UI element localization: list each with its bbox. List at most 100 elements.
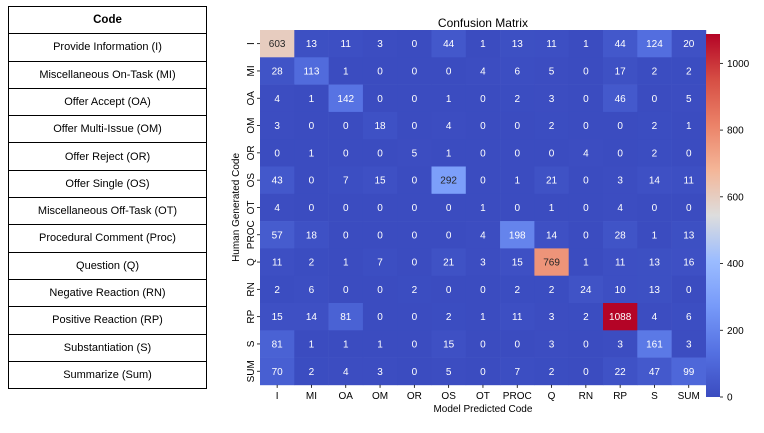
heatmap-cell [294,248,329,276]
cell-value-label: 2 [583,312,589,323]
cell-value-label: 0 [686,203,692,214]
cell-value-label: 81 [272,339,284,350]
cell-value-label: 113 [303,66,319,77]
code-table-row: Miscellaneous Off-Task (OT) [8,197,207,226]
heatmap-cell [671,357,707,386]
heatmap-cell [534,303,569,331]
cell-value-label: 0 [514,148,520,159]
heatmap-cell [397,84,432,113]
heatmap-cell [500,111,535,140]
cell-value-label: 2 [652,148,658,159]
cell-value-label: 14 [546,230,558,241]
cell-value-label: 46 [615,94,627,105]
heatmap-cell [568,193,604,222]
heatmap-cell [568,330,604,358]
x-tick-label: PROC [503,391,532,402]
cell-value-label: 6 [686,312,692,323]
cell-value-label: 11 [272,258,283,269]
cell-value-label: 21 [443,258,455,269]
heatmap-cell [671,57,707,85]
heatmap-cell [397,30,432,58]
heatmap-cell [534,221,569,249]
cell-value-label: 20 [683,39,695,50]
cell-value-label: 0 [343,285,349,296]
cell-value-label: 2 [412,285,418,296]
code-table-row: Procedural Comment (Proc) [8,224,207,253]
heatmap-cell [568,111,604,140]
heatmap-cell [294,275,329,304]
heatmap-cell [362,111,398,140]
cell-value-label: 11 [546,39,557,50]
heatmap-cell [260,139,295,167]
cell-value-label: 13 [306,39,318,50]
cell-value-label: 0 [514,203,520,214]
cell-value-label: 4 [274,203,280,214]
cell-value-label: 4 [480,66,486,77]
cell-value-label: 0 [446,285,452,296]
cell-value-label: 142 [337,94,354,105]
y-tick-label: OM [246,117,257,133]
code-table-row: Offer Single (OS) [8,169,207,199]
heatmap-cell [260,275,295,304]
cell-value-label: 3 [377,367,383,378]
cell-value-label: 1 [480,312,486,323]
colorbar-tick-label: 600 [727,192,744,203]
cell-value-label: 198 [509,230,526,241]
heatmap-cell [500,166,535,195]
y-tick-label: OR [246,145,257,160]
x-tick-label: Q [548,391,556,402]
heatmap-cell [603,221,638,249]
heatmap-cell [328,193,364,222]
heatmap-cell [397,330,432,358]
heatmap-cell [637,221,672,249]
cell-value-label: 13 [683,230,695,241]
cell-value-label: 0 [617,121,623,132]
heatmap-cell [637,166,672,195]
heatmap-cell [465,166,501,195]
cell-value-label: 0 [377,66,383,77]
cell-value-label: 0 [686,285,692,296]
cell-value-label: 0 [412,339,418,350]
heatmap-cell [671,193,707,222]
heatmap-cell [671,84,707,113]
heatmap-cell [397,357,432,386]
heatmap-cell [637,248,672,276]
x-tick-label: S [651,391,658,402]
cell-value-label: 2 [309,367,315,378]
cell-value-label: 0 [514,121,520,132]
x-axis-label: Model Predicted Code [433,404,532,415]
heatmap-cell [431,84,467,113]
cell-value-label: 0 [377,203,383,214]
heatmap-cell [294,30,329,58]
cell-value-label: 0 [583,203,589,214]
heatmap-cell [294,303,329,331]
heatmap-cell [465,248,501,276]
y-tick-label: Q [246,258,257,266]
cell-value-label: 24 [580,285,592,296]
heatmap-cell [500,30,535,58]
heatmap-cell [397,193,432,222]
heatmap-cell [431,275,467,304]
cell-value-label: 1 [343,339,349,350]
x-tick-label: OS [441,391,456,402]
cell-value-label: 11 [684,176,695,187]
code-table-row: Substantiation (S) [8,333,207,362]
cell-value-label: 0 [583,121,589,132]
heatmap-cell [294,139,329,167]
cell-value-label: 5 [686,94,692,105]
heatmap-cell [568,303,604,331]
cell-value-label: 0 [480,339,486,350]
cell-value-label: 0 [480,367,486,378]
cell-value-label: 11 [512,312,523,323]
cell-value-label: 2 [274,285,280,296]
heatmap-cell [362,275,398,304]
heatmap-cell [362,57,398,85]
code-table-row: Negative Reaction (RN) [8,278,207,308]
cell-value-label: 0 [377,285,383,296]
heatmap-cell [534,57,569,85]
cell-value-label: 1 [343,258,349,269]
cell-value-label: 1 [480,39,486,50]
cell-value-label: 28 [272,66,284,77]
y-tick-label: RN [246,282,257,296]
heatmap-cell [603,193,638,222]
